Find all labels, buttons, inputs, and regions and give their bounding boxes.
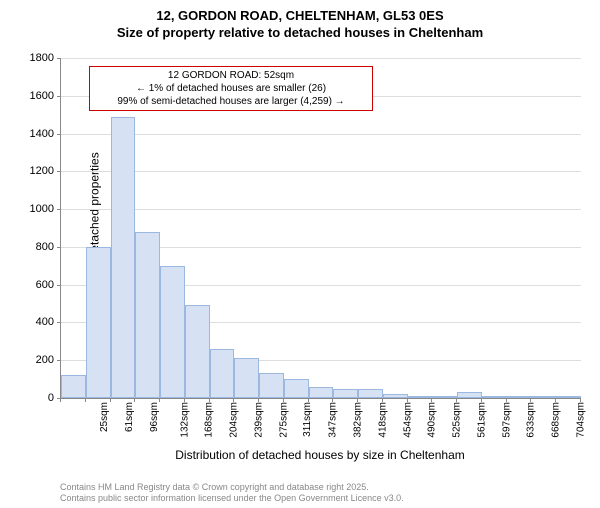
histogram-bar bbox=[383, 394, 408, 398]
y-tick-mark bbox=[57, 134, 61, 135]
x-tick-mark bbox=[431, 398, 432, 402]
x-tick-mark bbox=[382, 398, 383, 402]
x-tick-mark bbox=[332, 398, 333, 402]
chart-area: Number of detached properties 12 GORDON … bbox=[60, 58, 580, 438]
histogram-bar bbox=[482, 396, 507, 398]
footer-text: Contains HM Land Registry data © Crown c… bbox=[60, 482, 404, 504]
histogram-bar bbox=[160, 266, 185, 398]
footer-line2: Contains public sector information licen… bbox=[60, 493, 404, 504]
x-tick-mark bbox=[209, 398, 210, 402]
histogram-bar bbox=[86, 247, 111, 398]
y-tick-label: 0 bbox=[14, 392, 54, 404]
histogram-bar bbox=[457, 392, 482, 398]
annotation-line1: 12 GORDON ROAD: 52sqm bbox=[96, 69, 366, 82]
y-tick-mark bbox=[57, 360, 61, 361]
histogram-bar bbox=[309, 387, 334, 398]
annotation-box: 12 GORDON ROAD: 52sqm← 1% of detached ho… bbox=[89, 66, 373, 111]
x-tick-mark bbox=[233, 398, 234, 402]
histogram-bar bbox=[284, 379, 309, 398]
annotation-line2: ← 1% of detached houses are smaller (26) bbox=[96, 82, 366, 95]
x-tick-label: 239sqm bbox=[254, 402, 265, 438]
x-tick-mark bbox=[530, 398, 531, 402]
y-tick-mark bbox=[57, 209, 61, 210]
x-tick-label: 25sqm bbox=[99, 402, 110, 432]
x-tick-mark bbox=[110, 398, 111, 402]
histogram-bar bbox=[210, 349, 235, 398]
x-tick-mark bbox=[481, 398, 482, 402]
y-tick-label: 1000 bbox=[14, 203, 54, 215]
x-tick-label: 311sqm bbox=[302, 402, 313, 437]
y-tick-label: 1400 bbox=[14, 128, 54, 140]
gridline bbox=[61, 209, 581, 210]
gridline bbox=[61, 58, 581, 59]
x-tick-label: 347sqm bbox=[328, 402, 339, 438]
gridline bbox=[61, 134, 581, 135]
gridline bbox=[61, 171, 581, 172]
x-tick-label: 490sqm bbox=[427, 402, 438, 438]
y-tick-label: 1600 bbox=[14, 90, 54, 102]
chart-title-sub: Size of property relative to detached ho… bbox=[0, 25, 600, 40]
footer-line1: Contains HM Land Registry data © Crown c… bbox=[60, 482, 404, 493]
x-tick-mark bbox=[357, 398, 358, 402]
x-tick-mark bbox=[60, 398, 61, 402]
x-axis-label: Distribution of detached houses by size … bbox=[60, 448, 580, 462]
x-tick-label: 61sqm bbox=[124, 402, 135, 432]
y-tick-mark bbox=[57, 247, 61, 248]
histogram-bar bbox=[556, 396, 581, 398]
x-tick-mark bbox=[456, 398, 457, 402]
x-tick-label: 633sqm bbox=[526, 402, 537, 438]
chart-container: 12, GORDON ROAD, CHELTENHAM, GL53 0ES Si… bbox=[0, 8, 600, 508]
x-tick-label: 454sqm bbox=[402, 402, 413, 438]
histogram-bar bbox=[61, 375, 86, 398]
x-tick-mark bbox=[308, 398, 309, 402]
histogram-bar bbox=[185, 305, 210, 398]
histogram-bar bbox=[333, 389, 358, 398]
y-tick-label: 1200 bbox=[14, 165, 54, 177]
histogram-bar bbox=[507, 396, 532, 398]
x-tick-mark bbox=[134, 398, 135, 402]
histogram-bar bbox=[432, 396, 457, 398]
x-tick-label: 275sqm bbox=[278, 402, 289, 438]
y-tick-mark bbox=[57, 96, 61, 97]
y-tick-label: 200 bbox=[14, 354, 54, 366]
y-tick-mark bbox=[57, 58, 61, 59]
plot-region: 12 GORDON ROAD: 52sqm← 1% of detached ho… bbox=[60, 58, 581, 399]
x-tick-mark bbox=[85, 398, 86, 402]
chart-title-main: 12, GORDON ROAD, CHELTENHAM, GL53 0ES bbox=[0, 8, 600, 23]
y-tick-label: 400 bbox=[14, 316, 54, 328]
x-tick-mark bbox=[506, 398, 507, 402]
x-tick-label: 597sqm bbox=[501, 402, 512, 438]
x-tick-label: 418sqm bbox=[377, 402, 388, 438]
x-tick-label: 668sqm bbox=[551, 402, 562, 438]
x-tick-label: 382sqm bbox=[353, 402, 364, 438]
x-tick-label: 168sqm bbox=[204, 402, 215, 438]
y-tick-mark bbox=[57, 171, 61, 172]
y-tick-label: 600 bbox=[14, 279, 54, 291]
x-tick-mark bbox=[580, 398, 581, 402]
histogram-bar bbox=[358, 389, 383, 398]
x-tick-label: 704sqm bbox=[575, 402, 586, 438]
histogram-bar bbox=[531, 396, 556, 398]
x-tick-label: 132sqm bbox=[179, 402, 190, 438]
y-tick-mark bbox=[57, 322, 61, 323]
x-tick-mark bbox=[184, 398, 185, 402]
x-tick-mark bbox=[258, 398, 259, 402]
x-tick-mark bbox=[159, 398, 160, 402]
x-tick-label: 525sqm bbox=[452, 402, 463, 438]
histogram-bar bbox=[408, 396, 433, 398]
x-tick-label: 204sqm bbox=[229, 402, 240, 438]
histogram-bar bbox=[259, 373, 284, 398]
y-tick-mark bbox=[57, 285, 61, 286]
y-tick-label: 800 bbox=[14, 241, 54, 253]
annotation-line3: 99% of semi-detached houses are larger (… bbox=[96, 95, 366, 108]
y-tick-label: 1800 bbox=[14, 52, 54, 64]
x-tick-label: 96sqm bbox=[149, 402, 160, 432]
x-tick-label: 561sqm bbox=[476, 402, 487, 438]
histogram-bar bbox=[234, 358, 259, 398]
x-tick-mark bbox=[407, 398, 408, 402]
histogram-bar bbox=[111, 117, 136, 398]
x-tick-mark bbox=[283, 398, 284, 402]
x-tick-mark bbox=[555, 398, 556, 402]
histogram-bar bbox=[135, 232, 160, 398]
